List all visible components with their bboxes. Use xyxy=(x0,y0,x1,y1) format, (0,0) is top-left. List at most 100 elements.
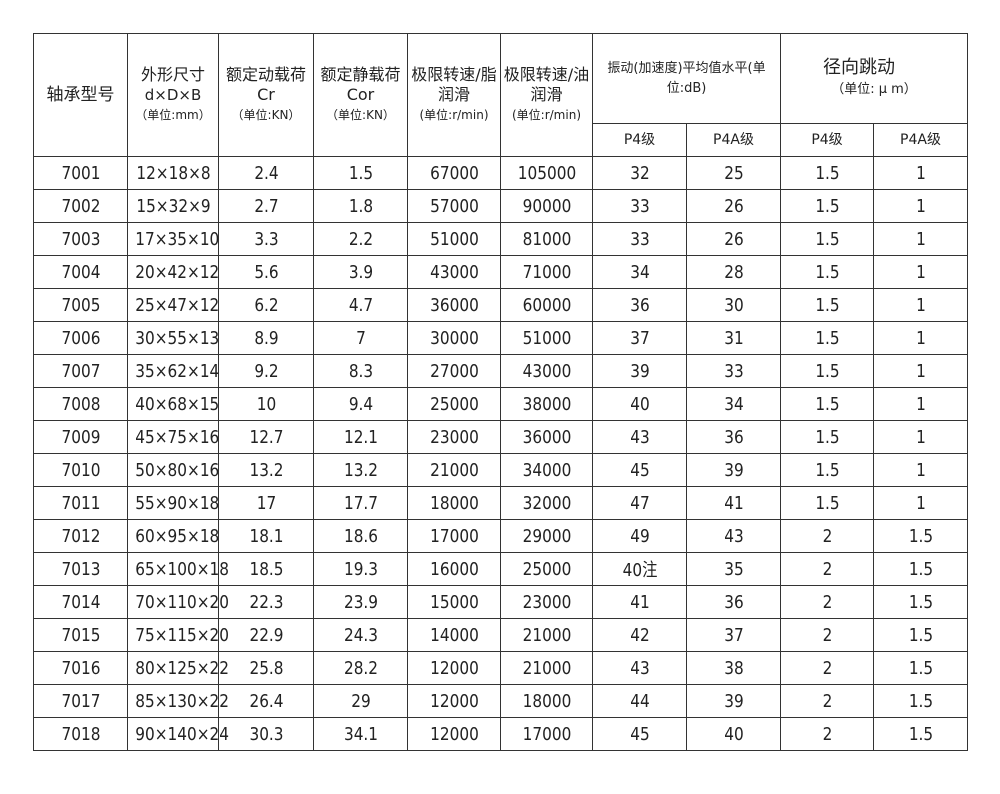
cell-model: 7002 xyxy=(40,189,121,223)
cell-cr: 3.3 xyxy=(225,222,307,256)
cell-oil-speed: 21000 xyxy=(506,618,587,652)
cell-size: 85×130×22 xyxy=(133,684,229,718)
cell-runout-p4a: 1 xyxy=(880,387,961,421)
table-row: 7007 35×62×14 9.2 8.3 27000 43000 39 33 1.5 1 xyxy=(34,354,968,388)
cell-cr: 12.7 xyxy=(225,420,307,454)
cell-vib-p4a: 39 xyxy=(693,684,774,718)
table-row: 7006 30×55×13 8.9 7 30000 51000 37 31 1.5 1 xyxy=(34,321,968,355)
cell-oil-speed: 71000 xyxy=(506,255,587,289)
cell-vib-p4a: 35 xyxy=(693,552,774,586)
cell-vib-p4: 41 xyxy=(599,585,680,619)
cell-size: 20×42×12 xyxy=(133,255,219,289)
cell-runout-p4: 1.5 xyxy=(787,255,867,289)
cell-vib-p4: 44 xyxy=(599,684,680,718)
table-row: 7017 85×130×22 26.4 29 12000 18000 44 39 2 1.5 xyxy=(34,684,968,718)
cell-vib-p4: 49 xyxy=(599,519,680,553)
cell-cr: 10 xyxy=(225,387,307,421)
cell-cr: 2.4 xyxy=(225,156,307,190)
cell-model: 7014 xyxy=(40,585,121,619)
cell-runout-p4: 2 xyxy=(787,717,867,751)
table-row: 7014 70×110×20 22.3 23.9 15000 23000 41 36 2 1.5 xyxy=(34,585,968,619)
cell-cor: 23.9 xyxy=(320,585,401,619)
cell-cr: 9.2 xyxy=(225,354,307,388)
cell-cr: 25.8 xyxy=(225,651,307,685)
cell-grease-speed: 14000 xyxy=(414,618,494,652)
cell-oil-speed: 34000 xyxy=(506,453,587,487)
cell-grease-speed: 57000 xyxy=(414,189,494,223)
cell-vib-p4: 45 xyxy=(599,717,680,751)
cell-model: 7006 xyxy=(40,321,121,355)
table-row: 7016 80×125×22 25.8 28.2 12000 21000 43 38 2 1.5 xyxy=(34,651,968,685)
header-cr-label: 额定动载荷 Cr xyxy=(225,65,306,104)
cell-cr: 22.3 xyxy=(225,585,307,619)
cell-cor: 7 xyxy=(320,321,401,355)
header-cr-unit: （单位:KN） xyxy=(231,108,301,122)
cell-runout-p4a: 1.5 xyxy=(880,585,961,619)
cell-size: 17×35×10 xyxy=(133,222,219,256)
cell-cor: 24.3 xyxy=(320,618,401,652)
cell-vib-p4: 47 xyxy=(599,486,680,520)
cell-cor: 18.6 xyxy=(320,519,401,553)
cell-model: 7018 xyxy=(40,717,121,751)
cell-model: 7005 xyxy=(40,288,121,322)
table-row: 7001 12×18×8 2.4 1.5 67000 105000 32 25 1.5 1 xyxy=(34,156,968,190)
cell-oil-speed: 81000 xyxy=(506,222,587,256)
cell-vib-p4a: 40 xyxy=(693,717,774,751)
cell-vib-p4a: 30 xyxy=(693,288,774,322)
header-runout-label: 径向跳动 xyxy=(823,56,895,78)
cell-size: 45×75×16 xyxy=(133,420,219,454)
cell-model: 7016 xyxy=(40,651,121,685)
cell-grease-speed: 18000 xyxy=(414,486,494,520)
bearing-spec-table: 轴承型号 外形尺寸 d×D×B （单位:mm） 额定动载荷 Cr （单位:KN） 额定… xyxy=(33,33,968,751)
header-runout: 径向跳动 （单位: μ m） xyxy=(780,33,968,124)
cell-oil-speed: 25000 xyxy=(506,552,587,586)
cell-cor: 34.1 xyxy=(320,717,401,751)
cell-vib-p4: 43 xyxy=(599,420,680,454)
header-oil-label: 极限转速/油润滑 xyxy=(503,65,590,104)
cell-cor: 2.2 xyxy=(320,222,401,256)
cell-cr: 6.2 xyxy=(225,288,307,322)
header-size-dims: d×D×B xyxy=(144,86,202,104)
table-row: 7011 55×90×18 17 17.7 18000 32000 47 41 1.5 1 xyxy=(34,486,968,520)
cell-size: 90×140×24 xyxy=(133,717,229,751)
header-vib-p4: P4级 xyxy=(592,123,687,157)
header-cr: 额定动载荷 Cr （单位:KN） xyxy=(218,33,314,157)
table-row: 7015 75×115×20 22.9 24.3 14000 21000 42 37 2 1.5 xyxy=(34,618,968,652)
cell-cr: 8.9 xyxy=(225,321,307,355)
cell-cr: 5.6 xyxy=(225,255,307,289)
cell-grease-speed: 51000 xyxy=(414,222,494,256)
cell-runout-p4a: 1.5 xyxy=(880,651,961,685)
cell-model: 7001 xyxy=(40,156,121,190)
cell-model: 7017 xyxy=(40,684,121,718)
cell-grease-speed: 25000 xyxy=(414,387,494,421)
cell-cor: 1.5 xyxy=(320,156,401,190)
cell-vib-p4a: 37 xyxy=(693,618,774,652)
cell-runout-p4a: 1 xyxy=(880,420,961,454)
cell-grease-speed: 17000 xyxy=(414,519,494,553)
cell-model: 7010 xyxy=(40,453,121,487)
cell-vib-p4: 33 xyxy=(599,189,680,223)
cell-oil-speed: 38000 xyxy=(506,387,587,421)
cell-vib-p4: 42 xyxy=(599,618,680,652)
cell-runout-p4: 2 xyxy=(787,651,867,685)
cell-grease-speed: 67000 xyxy=(414,156,494,190)
header-runout-unit: （单位: μ m） xyxy=(831,81,917,97)
cell-runout-p4a: 1 xyxy=(880,156,961,190)
cell-runout-p4a: 1 xyxy=(880,486,961,520)
cell-oil-speed: 36000 xyxy=(506,420,587,454)
table-row: 7004 20×42×12 5.6 3.9 43000 71000 34 28 1.5 1 xyxy=(34,255,968,289)
cell-runout-p4: 1.5 xyxy=(787,354,867,388)
cell-model: 7013 xyxy=(40,552,121,586)
cell-cor: 9.4 xyxy=(320,387,401,421)
table-row: 7008 40×68×15 10 9.4 25000 38000 40 34 1.5 1 xyxy=(34,387,968,421)
table-row: 7013 65×100×18 18.5 19.3 16000 25000 40注 35 2 1.5 xyxy=(34,552,968,586)
cell-grease-speed: 21000 xyxy=(414,453,494,487)
cell-cor: 3.9 xyxy=(320,255,401,289)
cell-vib-p4a: 31 xyxy=(693,321,774,355)
cell-runout-p4: 1.5 xyxy=(787,486,867,520)
cell-vib-p4a: 33 xyxy=(693,354,774,388)
cell-oil-speed: 105000 xyxy=(506,156,587,190)
cell-grease-speed: 36000 xyxy=(414,288,494,322)
table-row: 7012 60×95×18 18.1 18.6 17000 29000 49 43 2 1.5 xyxy=(34,519,968,553)
cell-oil-speed: 60000 xyxy=(506,288,587,322)
